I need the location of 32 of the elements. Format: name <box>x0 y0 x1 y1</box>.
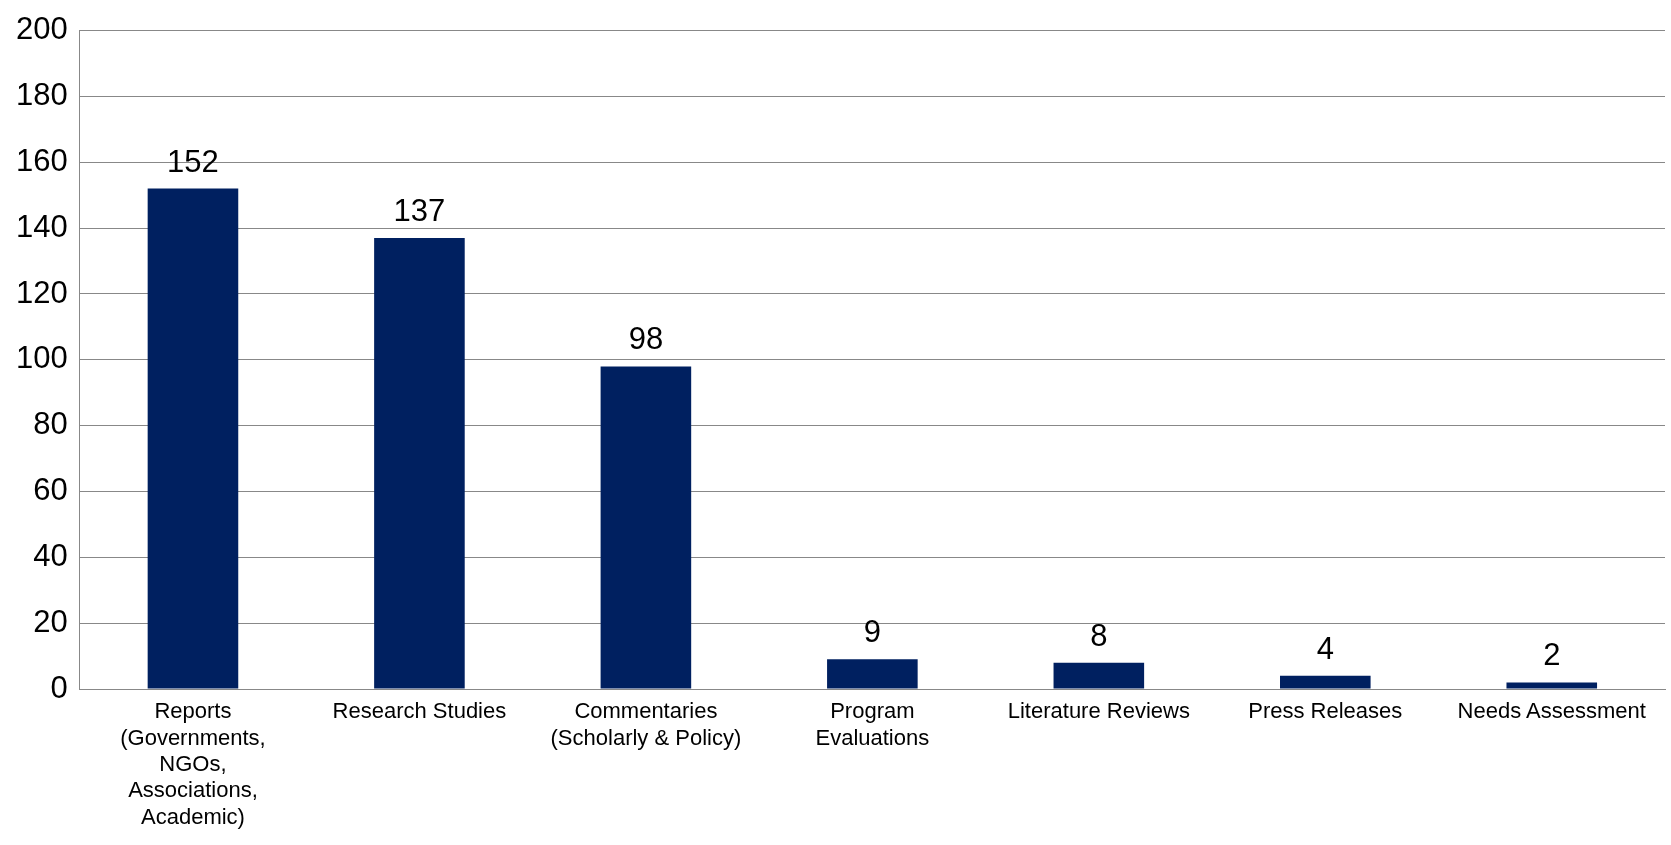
y-tick-label: 40 <box>33 537 68 573</box>
x-tick-label: Press Releases <box>1248 698 1403 724</box>
x-tick-label: Research Studies <box>332 698 507 724</box>
y-tick-label: 140 <box>15 208 68 244</box>
y-tick-label: 200 <box>15 11 68 47</box>
x-tick-label: Program Evaluations <box>815 698 930 750</box>
data-label: 2 <box>1543 637 1561 673</box>
bar <box>1506 682 1598 689</box>
y-tick-label: 20 <box>33 603 68 639</box>
data-label: 98 <box>628 321 664 357</box>
x-tick-label: Commentaries (Scholarly & Policy) <box>550 698 742 750</box>
y-tick-label: 160 <box>15 142 68 178</box>
y-tick-label: 80 <box>33 406 68 442</box>
y-tick-label: 100 <box>15 340 68 376</box>
data-label: 137 <box>393 193 446 229</box>
data-label: 8 <box>1090 617 1108 653</box>
y-tick-label: 120 <box>15 274 68 310</box>
y-tick-label: 180 <box>15 76 68 112</box>
bar <box>1053 662 1145 689</box>
bar <box>827 659 918 689</box>
x-tick-label: Needs Assessment <box>1457 698 1646 724</box>
data-label: 152 <box>167 143 219 179</box>
y-tick-label: 0 <box>50 669 68 705</box>
bar <box>600 366 692 689</box>
bar <box>374 238 465 689</box>
y-tick-label: 60 <box>33 472 68 508</box>
x-tick-label: Reports (Governments, NGOs, Associations, Academic) <box>120 698 266 829</box>
bar <box>1280 675 1371 689</box>
x-tick-label: Literature Reviews <box>1007 698 1190 724</box>
data-label: 9 <box>863 614 881 650</box>
bar <box>147 188 239 689</box>
data-label: 4 <box>1316 630 1334 666</box>
